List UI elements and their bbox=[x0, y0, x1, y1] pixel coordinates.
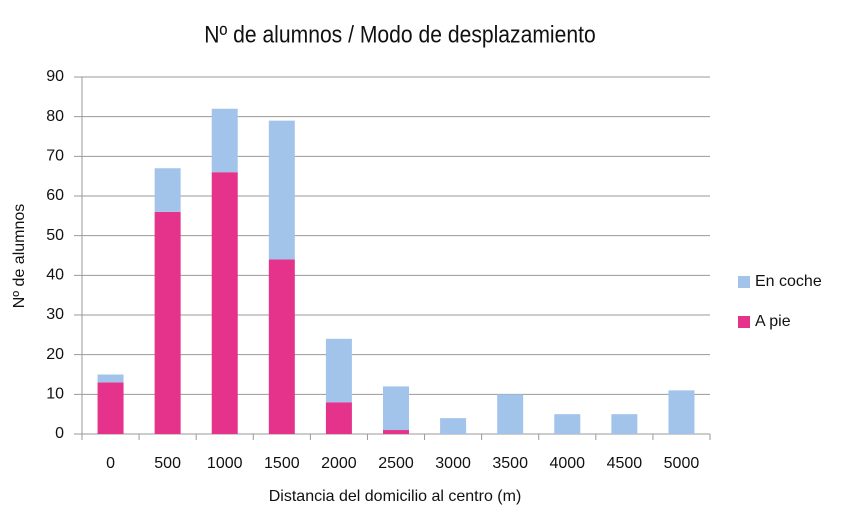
y-axis-label: Nº de alumnos bbox=[11, 204, 28, 309]
bar-segment bbox=[325, 402, 352, 434]
x-tick-label: 3500 bbox=[492, 455, 528, 472]
x-tick-label: 1000 bbox=[207, 455, 243, 472]
x-tick-label: 5000 bbox=[664, 455, 700, 472]
x-tick-label: 500 bbox=[154, 455, 181, 472]
bar-segment bbox=[554, 414, 581, 434]
bar-segment bbox=[268, 259, 295, 434]
x-tick-label: 2000 bbox=[321, 455, 357, 472]
y-tick-label: 20 bbox=[46, 346, 64, 363]
y-tick-label: 40 bbox=[46, 267, 64, 284]
y-tick-label: 80 bbox=[46, 108, 64, 125]
x-tick-label: 3000 bbox=[435, 455, 471, 472]
x-tick-label: 0 bbox=[106, 455, 115, 472]
y-tick-label: 70 bbox=[46, 148, 64, 165]
y-tick-label: 10 bbox=[46, 386, 64, 403]
bar-segment bbox=[211, 172, 238, 434]
bar-segment bbox=[211, 108, 238, 173]
x-tick-label: 2500 bbox=[378, 455, 414, 472]
x-tick-label: 1500 bbox=[264, 455, 300, 472]
bar-segment bbox=[383, 430, 409, 434]
bar-segment bbox=[97, 382, 124, 434]
bar-segment bbox=[497, 394, 524, 434]
bar-segment bbox=[268, 120, 295, 260]
y-tick-label: 90 bbox=[46, 68, 64, 85]
bar-segment bbox=[440, 418, 467, 434]
legend-swatch bbox=[738, 276, 750, 288]
bar-segment bbox=[325, 338, 352, 403]
legend-swatch bbox=[738, 316, 750, 328]
legend-label: A pie bbox=[755, 313, 791, 330]
bar-segment bbox=[154, 168, 181, 212]
y-tick-label: 30 bbox=[46, 306, 64, 323]
x-tick-label: 4000 bbox=[549, 455, 585, 472]
bar-segment bbox=[383, 386, 409, 431]
y-tick-label: 0 bbox=[55, 425, 64, 442]
y-tick-label: 50 bbox=[46, 227, 64, 244]
x-tick-label: 4500 bbox=[607, 455, 643, 472]
y-tick-label: 60 bbox=[46, 187, 64, 204]
x-axis-label: Distancia del domicilio al centro (m) bbox=[269, 488, 522, 505]
bar-segment bbox=[97, 374, 124, 383]
bar-segment bbox=[611, 414, 638, 434]
chart-title: Nº de alumnos / Modo de desplazamiento bbox=[204, 21, 595, 48]
bar-segment bbox=[668, 390, 695, 434]
bar-segment bbox=[154, 211, 181, 434]
legend-label: En coche bbox=[755, 273, 822, 290]
